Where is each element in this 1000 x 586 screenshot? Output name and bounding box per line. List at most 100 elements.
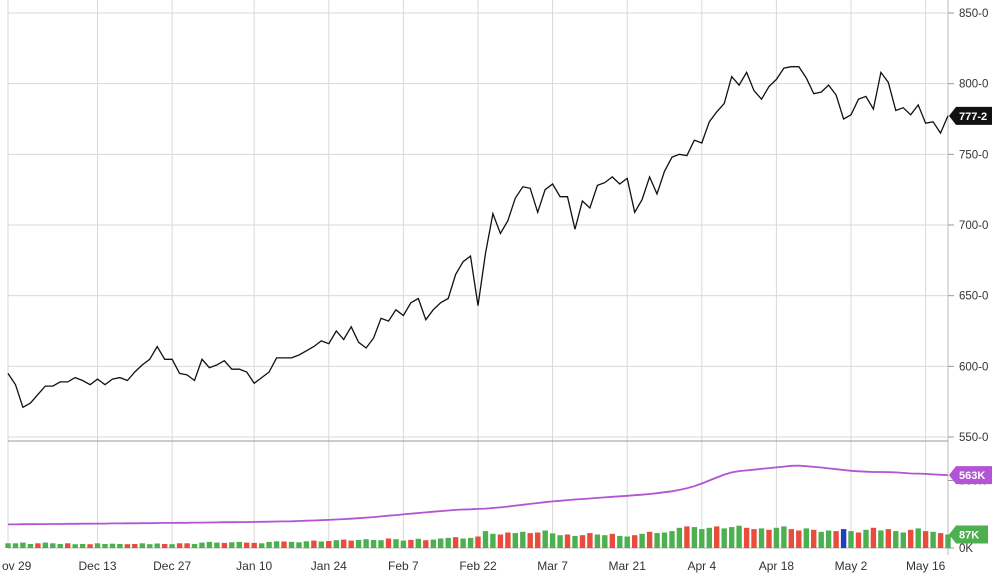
x-tick-label: Apr 18 bbox=[759, 559, 795, 573]
volume-bar bbox=[296, 542, 302, 548]
x-tick-label: Feb 7 bbox=[388, 559, 419, 573]
last-price-label: 777-2 bbox=[959, 111, 987, 123]
volume-bar bbox=[803, 528, 809, 548]
volume-bar bbox=[423, 540, 429, 548]
volume-bar bbox=[378, 540, 384, 548]
volume-bar bbox=[661, 532, 668, 548]
volume-bar bbox=[721, 528, 727, 548]
volume-average-tag: 563K bbox=[949, 466, 992, 485]
volume-bar bbox=[139, 543, 145, 548]
x-axis: ov 29 Dec 13 Dec 27 Jan 10 Jan 24 Feb 7 Feb 22… bbox=[2, 559, 946, 573]
volume-bar bbox=[512, 533, 518, 548]
volume-bar bbox=[669, 531, 675, 548]
volume-bar bbox=[318, 541, 324, 548]
volume-bar bbox=[117, 544, 123, 548]
x-tick-label: Feb 22 bbox=[459, 559, 497, 573]
volume-bar bbox=[811, 529, 817, 548]
volume-bar bbox=[57, 544, 63, 548]
x-tick-label: ov 29 bbox=[2, 559, 32, 573]
volume-bar bbox=[221, 542, 228, 548]
volume-bar bbox=[908, 529, 914, 548]
volume-average-label: 563K bbox=[959, 470, 985, 482]
volume-bar bbox=[236, 541, 242, 548]
volume-bar bbox=[870, 527, 877, 549]
volume-bar bbox=[930, 531, 936, 548]
volume-bar bbox=[706, 527, 712, 549]
volume-bar bbox=[266, 541, 272, 548]
volume-bar bbox=[676, 527, 683, 549]
volume-bar bbox=[408, 539, 414, 548]
volume-bar bbox=[273, 541, 280, 549]
volume-bar bbox=[393, 539, 399, 548]
volume-bar bbox=[594, 534, 601, 548]
price-tick-label: 800-0 bbox=[959, 79, 988, 91]
volume-bar bbox=[505, 532, 511, 548]
volume-bar bbox=[736, 525, 742, 548]
price-tick-label: 750-0 bbox=[959, 149, 988, 161]
volume-bar bbox=[102, 544, 108, 548]
volume-bar bbox=[482, 531, 489, 548]
volume-bar bbox=[564, 534, 571, 548]
volume-bar bbox=[840, 529, 847, 548]
volume-bar bbox=[452, 537, 459, 548]
volume-bar bbox=[855, 532, 862, 548]
volume-bar bbox=[50, 543, 56, 548]
volume-bar bbox=[259, 543, 265, 548]
volume-bar bbox=[206, 541, 213, 548]
volume-bar bbox=[833, 531, 839, 548]
volume-bar bbox=[229, 542, 235, 548]
volume-bar bbox=[214, 542, 220, 548]
price-tick-label: 700-0 bbox=[959, 220, 988, 232]
volume-bar bbox=[557, 535, 563, 548]
volume-bar bbox=[430, 539, 436, 548]
volume-bar bbox=[497, 534, 504, 548]
volume-bar bbox=[370, 539, 377, 548]
volume-tick-label: 0K bbox=[959, 543, 973, 555]
volume-bar bbox=[535, 532, 541, 548]
volume-bar bbox=[154, 543, 160, 548]
x-tick-label: Mar 21 bbox=[609, 559, 647, 573]
price-tick-label: 650-0 bbox=[959, 291, 988, 303]
volume-bar bbox=[945, 534, 951, 548]
volume-bar bbox=[684, 526, 690, 548]
volume-bar bbox=[438, 538, 444, 548]
x-tick-label: Dec 13 bbox=[79, 559, 117, 573]
volume-bar bbox=[251, 542, 257, 548]
volume-bar bbox=[94, 543, 101, 548]
volume-bar bbox=[87, 544, 93, 548]
volume-bar bbox=[147, 544, 153, 548]
volume-bar bbox=[65, 543, 71, 548]
volume-bar bbox=[549, 533, 556, 548]
volume-bar bbox=[788, 529, 794, 548]
volume-bar bbox=[162, 544, 168, 548]
volume-bar bbox=[751, 529, 757, 548]
volume-bar bbox=[132, 544, 138, 548]
last-price-tag: 777-2 bbox=[949, 106, 992, 125]
volume-bar bbox=[624, 536, 630, 548]
volume-bar bbox=[885, 529, 891, 548]
volume-bar bbox=[415, 538, 421, 548]
volume-bar bbox=[341, 539, 347, 548]
volume-bar bbox=[460, 538, 466, 548]
volume-bar bbox=[333, 540, 339, 548]
volume-bar bbox=[400, 540, 407, 548]
volume-bar bbox=[758, 528, 765, 548]
volume-bar bbox=[527, 533, 533, 548]
volume-bar bbox=[27, 544, 34, 548]
volume-bar bbox=[348, 540, 354, 548]
volume-bar bbox=[445, 537, 451, 548]
volume-average-line[interactable] bbox=[8, 464, 949, 526]
volume-bar bbox=[691, 527, 698, 548]
volume-bar bbox=[818, 531, 824, 548]
volume-bar bbox=[311, 540, 317, 548]
volume-bar bbox=[796, 530, 802, 548]
volume-bar bbox=[766, 529, 772, 548]
volume-bar bbox=[699, 529, 705, 548]
price-tick-label: 850-0 bbox=[959, 8, 988, 20]
volume-bar bbox=[191, 544, 198, 548]
volume-bar bbox=[303, 541, 310, 549]
volume-bar bbox=[646, 531, 653, 548]
volume-bar bbox=[863, 529, 869, 548]
price-line[interactable] bbox=[7, 66, 949, 409]
